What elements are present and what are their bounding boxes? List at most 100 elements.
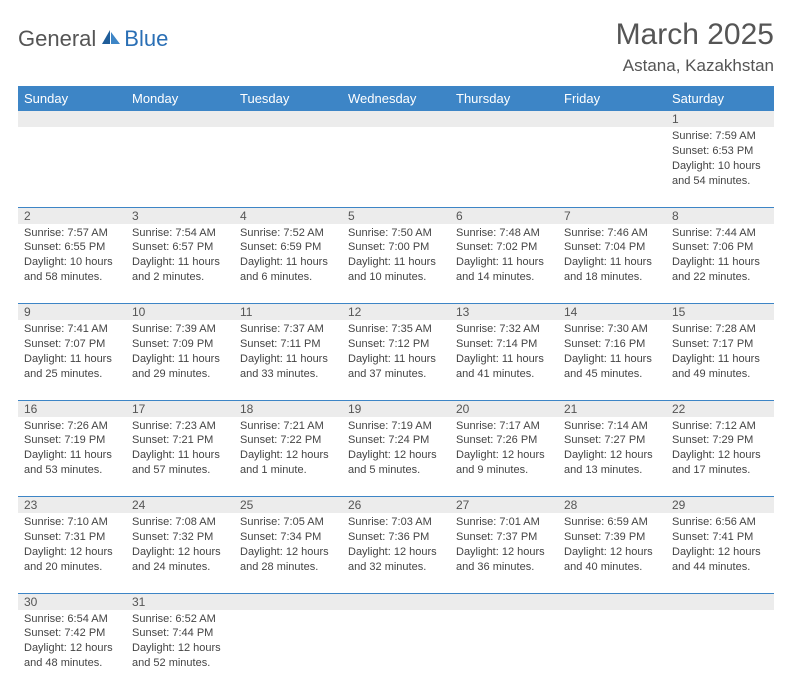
daynum-row: 23242526272829 [18,497,774,514]
day-number [450,111,558,127]
day-number: 22 [666,400,774,417]
day-number: 27 [450,497,558,514]
day-info: Sunrise: 7:57 AMSunset: 6:55 PMDaylight:… [24,226,120,285]
day-cell [234,610,342,690]
day-number: 19 [342,400,450,417]
day-info: Sunrise: 7:28 AMSunset: 7:17 PMDaylight:… [672,322,768,381]
day-number: 20 [450,400,558,417]
day-number: 8 [666,207,774,224]
day-cell: Sunrise: 6:52 AMSunset: 7:44 PMDaylight:… [126,610,234,690]
day-cell [666,610,774,690]
day-number: 21 [558,400,666,417]
day-number [234,593,342,610]
day-cell: Sunrise: 7:23 AMSunset: 7:21 PMDaylight:… [126,417,234,497]
week-row: Sunrise: 7:10 AMSunset: 7:31 PMDaylight:… [18,513,774,593]
day-number: 16 [18,400,126,417]
header: General Blue March 2025 Astana, Kazakhst… [18,18,774,76]
day-info: Sunrise: 7:26 AMSunset: 7:19 PMDaylight:… [24,419,120,478]
day-number: 17 [126,400,234,417]
day-info: Sunrise: 6:59 AMSunset: 7:39 PMDaylight:… [564,515,660,574]
day-number: 13 [450,304,558,321]
day-cell: Sunrise: 7:50 AMSunset: 7:00 PMDaylight:… [342,224,450,304]
day-info: Sunrise: 7:01 AMSunset: 7:37 PMDaylight:… [456,515,552,574]
day-number: 28 [558,497,666,514]
weekday-header: Tuesday [234,86,342,111]
day-info: Sunrise: 7:03 AMSunset: 7:36 PMDaylight:… [348,515,444,574]
day-info: Sunrise: 7:54 AMSunset: 6:57 PMDaylight:… [132,226,228,285]
day-number: 18 [234,400,342,417]
day-cell [342,610,450,690]
week-row: Sunrise: 6:54 AMSunset: 7:42 PMDaylight:… [18,610,774,690]
day-number: 14 [558,304,666,321]
day-info: Sunrise: 7:05 AMSunset: 7:34 PMDaylight:… [240,515,336,574]
day-info: Sunrise: 7:44 AMSunset: 7:06 PMDaylight:… [672,226,768,285]
day-number: 12 [342,304,450,321]
weekday-header: Saturday [666,86,774,111]
day-info: Sunrise: 6:52 AMSunset: 7:44 PMDaylight:… [132,612,228,671]
day-number: 5 [342,207,450,224]
weekday-header-row: Sunday Monday Tuesday Wednesday Thursday… [18,86,774,111]
day-number: 25 [234,497,342,514]
day-cell [18,127,126,207]
day-cell: Sunrise: 7:05 AMSunset: 7:34 PMDaylight:… [234,513,342,593]
day-cell: Sunrise: 7:12 AMSunset: 7:29 PMDaylight:… [666,417,774,497]
day-cell: Sunrise: 7:17 AMSunset: 7:26 PMDaylight:… [450,417,558,497]
day-number: 30 [18,593,126,610]
day-cell: Sunrise: 7:57 AMSunset: 6:55 PMDaylight:… [18,224,126,304]
daynum-row: 3031 [18,593,774,610]
day-number: 7 [558,207,666,224]
day-cell: Sunrise: 7:26 AMSunset: 7:19 PMDaylight:… [18,417,126,497]
day-info: Sunrise: 7:37 AMSunset: 7:11 PMDaylight:… [240,322,336,381]
day-number: 3 [126,207,234,224]
day-number: 24 [126,497,234,514]
day-info: Sunrise: 7:21 AMSunset: 7:22 PMDaylight:… [240,419,336,478]
day-number: 31 [126,593,234,610]
day-number [126,111,234,127]
day-info: Sunrise: 7:08 AMSunset: 7:32 PMDaylight:… [132,515,228,574]
day-info: Sunrise: 7:17 AMSunset: 7:26 PMDaylight:… [456,419,552,478]
day-number [234,111,342,127]
day-info: Sunrise: 7:46 AMSunset: 7:04 PMDaylight:… [564,226,660,285]
day-number: 15 [666,304,774,321]
day-info: Sunrise: 7:30 AMSunset: 7:16 PMDaylight:… [564,322,660,381]
day-cell [450,127,558,207]
day-info: Sunrise: 7:41 AMSunset: 7:07 PMDaylight:… [24,322,120,381]
day-number [666,593,774,610]
day-cell: Sunrise: 7:39 AMSunset: 7:09 PMDaylight:… [126,320,234,400]
day-number: 2 [18,207,126,224]
week-row: Sunrise: 7:59 AMSunset: 6:53 PMDaylight:… [18,127,774,207]
location: Astana, Kazakhstan [616,56,774,76]
logo: General Blue [18,26,168,52]
logo-text-2: Blue [124,26,168,52]
weekday-header: Wednesday [342,86,450,111]
day-cell: Sunrise: 6:56 AMSunset: 7:41 PMDaylight:… [666,513,774,593]
day-cell: Sunrise: 7:41 AMSunset: 7:07 PMDaylight:… [18,320,126,400]
day-info: Sunrise: 7:12 AMSunset: 7:29 PMDaylight:… [672,419,768,478]
day-info: Sunrise: 7:14 AMSunset: 7:27 PMDaylight:… [564,419,660,478]
day-number: 6 [450,207,558,224]
day-cell: Sunrise: 7:28 AMSunset: 7:17 PMDaylight:… [666,320,774,400]
daynum-row: 16171819202122 [18,400,774,417]
day-cell: Sunrise: 7:48 AMSunset: 7:02 PMDaylight:… [450,224,558,304]
day-info: Sunrise: 7:35 AMSunset: 7:12 PMDaylight:… [348,322,444,381]
day-number: 11 [234,304,342,321]
day-cell: Sunrise: 7:03 AMSunset: 7:36 PMDaylight:… [342,513,450,593]
day-info: Sunrise: 7:52 AMSunset: 6:59 PMDaylight:… [240,226,336,285]
day-cell [126,127,234,207]
title-block: March 2025 Astana, Kazakhstan [616,18,774,76]
day-number: 9 [18,304,126,321]
calendar-table: Sunday Monday Tuesday Wednesday Thursday… [18,86,774,690]
sail-icon [100,28,122,51]
day-info: Sunrise: 7:59 AMSunset: 6:53 PMDaylight:… [672,129,768,188]
day-info: Sunrise: 7:32 AMSunset: 7:14 PMDaylight:… [456,322,552,381]
day-cell: Sunrise: 7:14 AMSunset: 7:27 PMDaylight:… [558,417,666,497]
daynum-row: 1 [18,111,774,127]
day-cell: Sunrise: 7:54 AMSunset: 6:57 PMDaylight:… [126,224,234,304]
day-info: Sunrise: 7:10 AMSunset: 7:31 PMDaylight:… [24,515,120,574]
day-cell: Sunrise: 7:37 AMSunset: 7:11 PMDaylight:… [234,320,342,400]
day-cell: Sunrise: 7:10 AMSunset: 7:31 PMDaylight:… [18,513,126,593]
weekday-header: Friday [558,86,666,111]
day-cell: Sunrise: 7:59 AMSunset: 6:53 PMDaylight:… [666,127,774,207]
day-info: Sunrise: 6:54 AMSunset: 7:42 PMDaylight:… [24,612,120,671]
day-cell [450,610,558,690]
